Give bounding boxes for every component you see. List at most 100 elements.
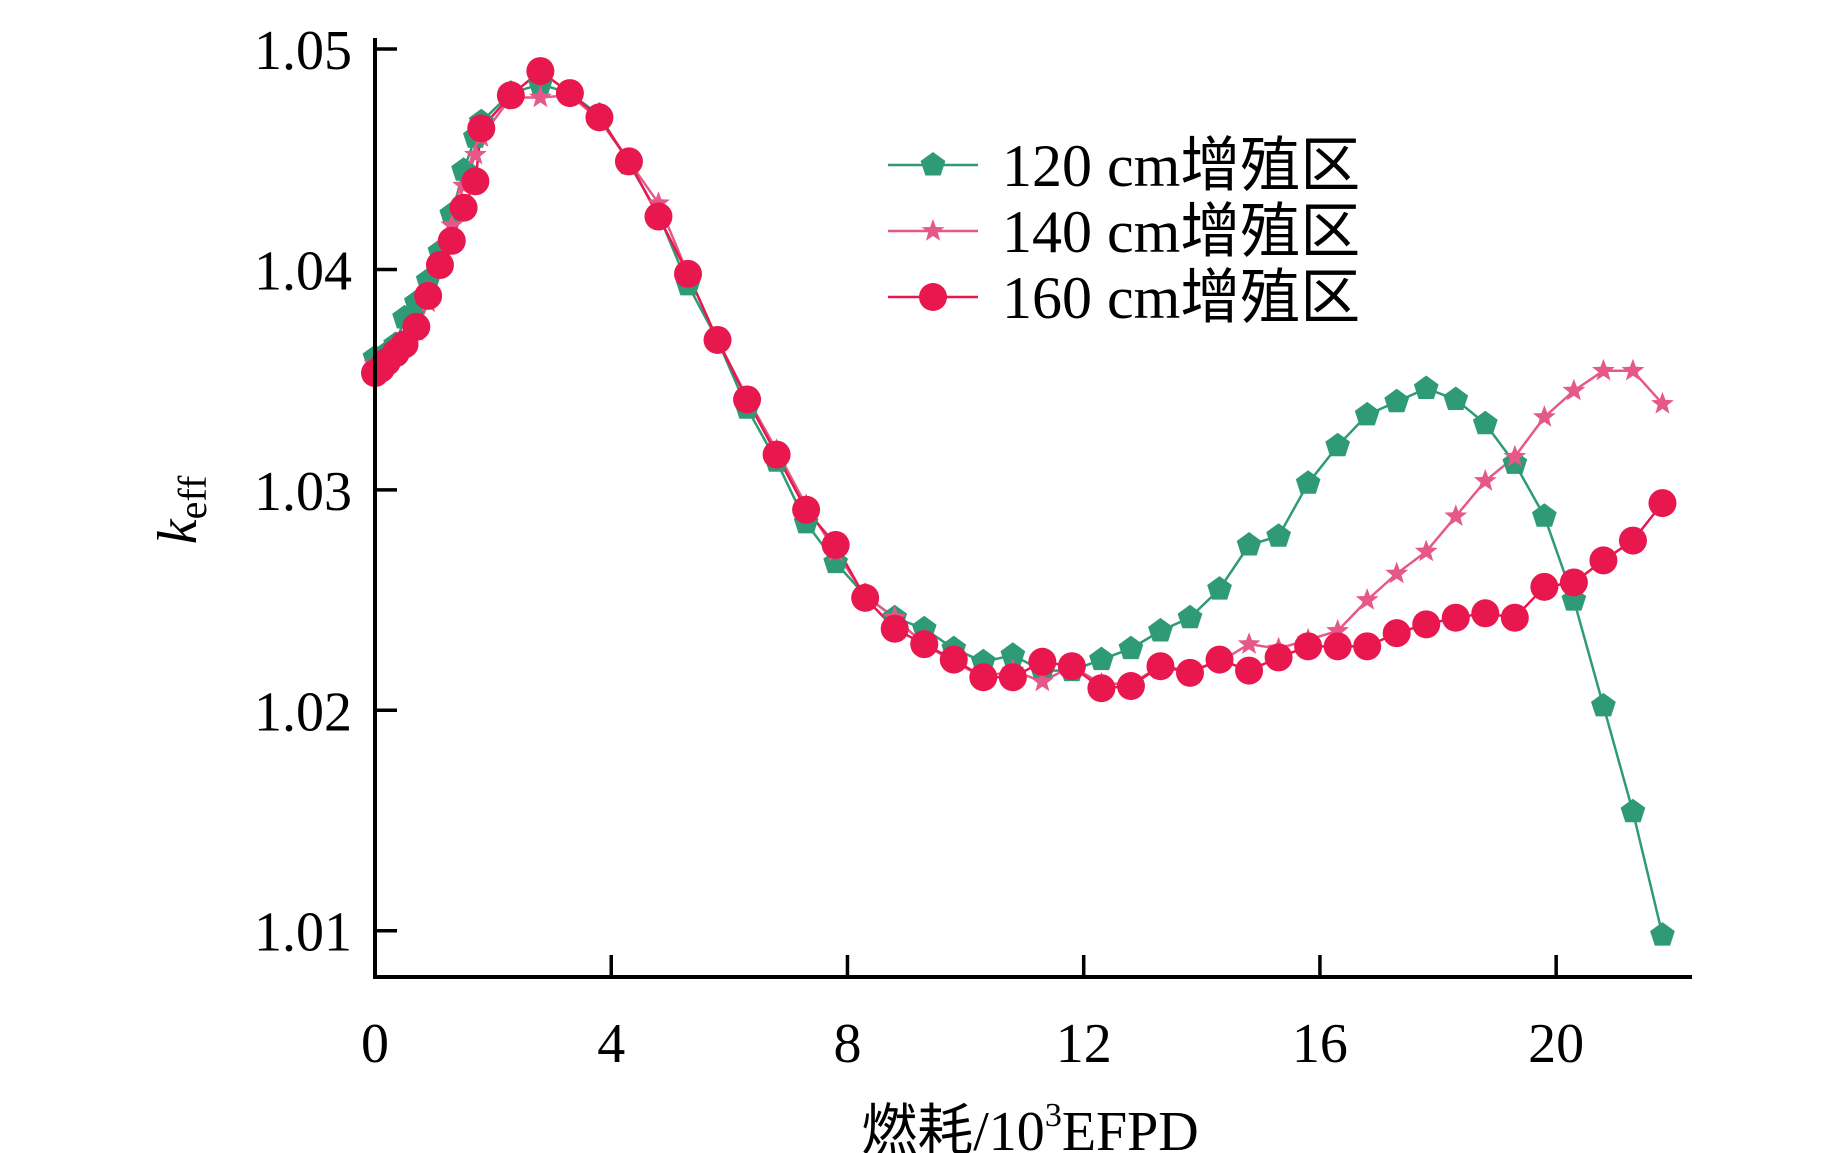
legend-3-point-0: [919, 283, 947, 311]
series-3-point-39: [1294, 632, 1323, 661]
series-1-point-37: [1236, 532, 1262, 556]
series-1-point-47: [1532, 503, 1557, 527]
y-axis-ticks: 1.01 1.02 1.03 1.04 1.05: [254, 20, 397, 964]
x-axis-ticks: 0 4 8 12 16 20: [361, 955, 1584, 1075]
series-3-point-51: [1648, 489, 1677, 518]
series-3-point-23: [821, 530, 850, 559]
series-2-point-42: [1385, 561, 1409, 584]
series-1-point-34: [1148, 617, 1173, 642]
series-3-point-38: [1264, 643, 1293, 672]
series-1-point-43: [1413, 375, 1439, 399]
legend-label: 160 cm增殖区: [1002, 265, 1360, 331]
series-2-point-40: [1326, 618, 1350, 641]
series-3-point-33: [1116, 672, 1145, 701]
series-3-point-13: [526, 57, 555, 86]
series-3-point-32: [1087, 674, 1116, 703]
series-1-point-40: [1325, 432, 1350, 457]
series-2-point-13: [529, 85, 552, 108]
series-2-point-37: [1237, 632, 1261, 654]
series-3-point-28: [969, 663, 998, 692]
x-tick-label: 0: [361, 1013, 389, 1075]
x-tick-label: 8: [833, 1013, 861, 1075]
legend-item-1: 120 cm增殖区: [888, 133, 1360, 199]
series-1-point-35: [1177, 604, 1203, 629]
series-1-point-33: [1118, 635, 1144, 660]
series-3-point-10: [461, 167, 490, 196]
series-3-point-24: [851, 583, 880, 612]
series-2-point-30: [1030, 669, 1054, 692]
series-3-point-15: [585, 103, 614, 132]
series-3-point-16: [614, 147, 643, 176]
series-3-point-7: [425, 251, 454, 280]
series-3-markers: [361, 57, 1677, 703]
series-1-point-29: [1000, 642, 1026, 666]
series-3-point-14: [555, 79, 584, 108]
series-3-point-27: [939, 645, 968, 674]
series-3-point-6: [414, 281, 443, 310]
series-3-point-31: [1057, 652, 1086, 681]
series-2-point-41: [1355, 588, 1379, 610]
plot-markers: [361, 57, 1677, 946]
series-2-point-51: [1651, 391, 1674, 414]
x-tick-label: 20: [1528, 1013, 1584, 1075]
series-3-point-20: [733, 385, 762, 414]
y-axis-title-main: k: [147, 518, 209, 544]
series-3-point-47: [1530, 572, 1559, 601]
series-3-point-19: [703, 325, 732, 354]
x-axis-title-superscript: 3: [1045, 1097, 1062, 1134]
legend-label: 140 cm增殖区: [1002, 199, 1360, 265]
series-2-point-49: [1592, 358, 1615, 381]
legend-label: 120 cm增殖区: [1002, 133, 1360, 199]
series-1-point-44: [1443, 386, 1469, 410]
series-1-point-38: [1266, 523, 1291, 547]
y-tick-label: 1.03: [254, 461, 352, 523]
series-3-point-49: [1589, 546, 1618, 575]
series-2-point-44: [1444, 504, 1468, 526]
series-2-point-43: [1414, 539, 1438, 562]
series-2-point-10: [464, 142, 487, 165]
series-2-point-47: [1532, 405, 1556, 427]
series-3-point-25: [880, 614, 909, 643]
series-1-point-51: [1650, 922, 1675, 946]
series-3-point-41: [1353, 632, 1382, 661]
legend-item-2: 140 cm增殖区: [888, 199, 1360, 265]
y-tick-label: 1.01: [254, 902, 352, 964]
series-3-point-5: [402, 312, 431, 341]
series-2-point-8: [440, 213, 464, 236]
series-3-point-18: [674, 259, 703, 288]
x-tick-label: 12: [1056, 1013, 1112, 1075]
y-tick-label: 1.04: [254, 240, 352, 302]
series-3-point-8: [437, 226, 466, 255]
series-2-point-46: [1503, 444, 1527, 467]
x-axis-title: 燃耗/103EFPD: [861, 1097, 1199, 1153]
series-3-point-42: [1382, 619, 1411, 648]
x-tick-label: 4: [597, 1013, 625, 1075]
series-3-point-35: [1176, 658, 1205, 687]
series-1-point-32: [1089, 646, 1114, 671]
x-tick-label: 16: [1292, 1013, 1348, 1075]
y-tick-label: 1.05: [254, 20, 352, 82]
legend-2-point-0: [921, 219, 945, 241]
legend-item-3: 160 cm增殖区: [888, 265, 1360, 331]
series-3-point-37: [1235, 656, 1264, 685]
series-3-point-21: [762, 440, 791, 469]
series-3-point-48: [1559, 568, 1588, 597]
series-3-point-11: [467, 114, 496, 143]
series-2-point-48: [1562, 378, 1586, 401]
series-2-point-45: [1473, 469, 1497, 491]
y-tick-label: 1.02: [254, 681, 352, 743]
y-axis-title-subscript: eff: [170, 475, 215, 519]
series-3-point-12: [496, 81, 525, 110]
series-3-point-50: [1618, 526, 1647, 555]
series-3-point-29: [998, 663, 1027, 692]
series-3-point-22: [792, 495, 821, 524]
x-axis-title-main: 燃耗/10: [861, 1101, 1045, 1153]
series-3-point-9: [449, 193, 478, 222]
series-3-point-26: [910, 630, 939, 659]
series-2-point-50: [1621, 358, 1645, 381]
series-3-point-17: [644, 202, 673, 231]
series-1-point-42: [1384, 388, 1410, 413]
series-3-point-45: [1471, 599, 1500, 628]
series-3-point-44: [1441, 603, 1470, 632]
